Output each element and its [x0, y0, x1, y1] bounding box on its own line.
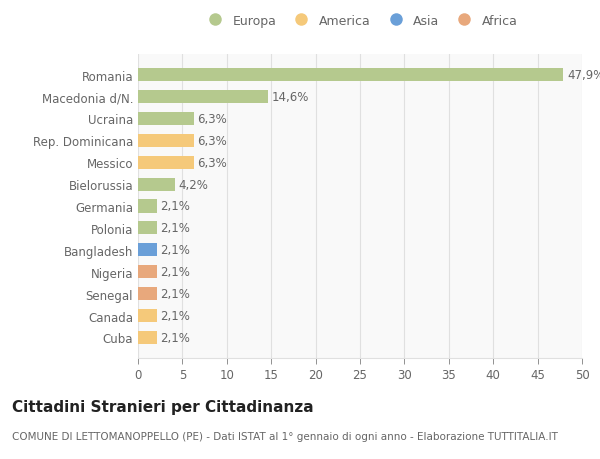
Bar	[138, 69, 563, 82]
Text: 2,1%: 2,1%	[160, 266, 190, 279]
Text: 2,1%: 2,1%	[160, 331, 190, 344]
Text: 14,6%: 14,6%	[271, 91, 308, 104]
Bar	[138, 112, 194, 126]
Text: 4,2%: 4,2%	[179, 178, 209, 191]
Bar	[138, 178, 175, 191]
Bar	[138, 200, 157, 213]
Text: 47,9%: 47,9%	[567, 69, 600, 82]
Text: 6,3%: 6,3%	[197, 112, 227, 126]
Bar	[138, 331, 157, 344]
Legend: Europa, America, Asia, Africa: Europa, America, Asia, Africa	[197, 10, 523, 33]
Bar	[138, 156, 194, 169]
Text: 6,3%: 6,3%	[197, 157, 227, 169]
Text: 6,3%: 6,3%	[197, 134, 227, 147]
Text: 2,1%: 2,1%	[160, 200, 190, 213]
Bar	[138, 91, 268, 104]
Bar	[138, 244, 157, 257]
Text: 2,1%: 2,1%	[160, 222, 190, 235]
Bar	[138, 266, 157, 279]
Bar	[138, 222, 157, 235]
Bar	[138, 134, 194, 147]
Text: 2,1%: 2,1%	[160, 287, 190, 301]
Text: 2,1%: 2,1%	[160, 244, 190, 257]
Bar	[138, 309, 157, 322]
Text: 2,1%: 2,1%	[160, 309, 190, 322]
Text: COMUNE DI LETTOMANOPPELLO (PE) - Dati ISTAT al 1° gennaio di ogni anno - Elabora: COMUNE DI LETTOMANOPPELLO (PE) - Dati IS…	[12, 431, 558, 442]
Bar	[138, 287, 157, 301]
Text: Cittadini Stranieri per Cittadinanza: Cittadini Stranieri per Cittadinanza	[12, 399, 314, 414]
